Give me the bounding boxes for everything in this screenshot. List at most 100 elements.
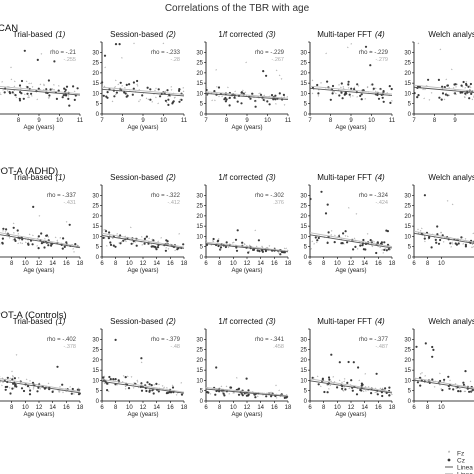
data-point-fz: * <box>59 236 61 241</box>
data-point-cz <box>182 243 185 246</box>
panel-method-number: (4) <box>375 173 385 182</box>
data-point-cz <box>119 242 122 245</box>
data-point-fz: * <box>106 244 108 249</box>
data-point-cz <box>145 235 148 238</box>
data-point-cz <box>57 89 60 92</box>
x-tick-label: 10 <box>160 118 167 124</box>
data-point-cz <box>114 378 117 381</box>
data-point-fz: * <box>226 384 228 389</box>
rho-label: rho = -.229 <box>255 50 285 56</box>
data-point-cz <box>40 242 44 245</box>
data-point-fz: * <box>244 243 246 248</box>
y-tick-label: 5 <box>408 102 412 108</box>
data-point-cz <box>359 94 362 97</box>
data-point-fz: * <box>261 245 263 250</box>
y-tick-label: 20 <box>300 358 307 364</box>
data-point-fz: * <box>440 48 442 53</box>
y-tick-label: 25 <box>404 61 411 67</box>
data-point-fz: * <box>255 99 257 104</box>
data-point-cz <box>338 361 341 364</box>
panel-title-text: Session-based <box>110 30 163 39</box>
scatter-panel: Welch analysis0510152025306810**********… <box>404 317 474 411</box>
panel-title-text: Trial-based <box>13 317 53 326</box>
data-point-fz: * <box>244 242 246 247</box>
regression-line-fz <box>413 84 474 92</box>
data-point-cz <box>178 88 181 91</box>
data-point-cz <box>439 379 442 383</box>
data-point-cz <box>462 80 465 84</box>
data-point-fz: * <box>451 68 453 73</box>
data-point-cz <box>436 233 439 236</box>
y-tick-label: 30 <box>404 50 411 56</box>
data-point-fz: * <box>381 248 383 253</box>
x-tick-label: 14 <box>49 405 56 411</box>
data-point-fz: * <box>137 84 139 89</box>
data-point-cz <box>154 246 157 249</box>
data-point-cz <box>157 88 160 91</box>
data-point-cz <box>460 236 463 239</box>
data-point-fz: * <box>417 227 419 232</box>
data-point-fz: * <box>369 387 371 392</box>
data-point-cz <box>459 390 462 393</box>
scatter-panel: Multi-taper FFT (4) 0 5 10 15 20 25 30 7 8 9 10 11 Age… <box>300 30 395 131</box>
regression-line-fz <box>413 377 474 389</box>
y-tick-label: 15 <box>404 81 411 87</box>
data-point-fz: * <box>156 242 158 247</box>
data-point-fz: * <box>48 96 50 101</box>
data-point-fz: * <box>9 236 11 241</box>
data-point-fz: * <box>331 229 333 234</box>
data-point-cz <box>45 234 49 237</box>
data-point-cz <box>464 92 467 95</box>
data-point-cz <box>164 249 167 252</box>
data-point-cz <box>14 94 17 97</box>
data-point-fz: * <box>33 387 35 392</box>
data-point-fz: * <box>253 96 255 101</box>
data-point-fz: * <box>278 388 280 393</box>
data-point-cz <box>387 248 390 251</box>
data-point-fz: * <box>173 245 175 250</box>
data-point-cz <box>18 99 22 102</box>
data-point-cz <box>106 389 109 392</box>
x-tick-label: 9 <box>349 118 353 124</box>
data-point-fz: * <box>133 386 135 391</box>
data-point-cz <box>68 104 71 107</box>
data-point-fz: * <box>153 92 155 97</box>
data-point-fz: * <box>424 234 426 239</box>
data-point-cz <box>36 390 39 393</box>
data-point-fz: * <box>150 242 152 247</box>
data-point-cz <box>326 391 329 394</box>
data-point-cz <box>427 236 431 240</box>
data-point-cz <box>431 378 434 381</box>
rho-label: rho = -.324 <box>359 193 389 199</box>
data-point-cz <box>431 345 434 349</box>
scatter-panel: Session-based (2) 0 5 10 15 20 25 30 7 8 9 10 11 Age (… <box>92 30 187 131</box>
data-point-cz <box>105 95 108 98</box>
data-point-cz <box>235 249 239 252</box>
x-tick-label: 14 <box>257 405 264 411</box>
data-point-cz <box>55 97 59 100</box>
data-point-fz: * <box>441 237 443 242</box>
data-point-fz: * <box>135 240 137 245</box>
data-point-cz <box>247 393 250 396</box>
scatter-panel: Multi-taper FFT (4) 0 5 10 15 20 25 30 6 8 10 12 14 16… <box>300 317 396 418</box>
data-point-cz <box>106 382 109 385</box>
x-axis-label: Age (years) <box>23 125 54 131</box>
x-axis-label: Age (years) <box>335 125 366 131</box>
data-point-fz: * <box>320 385 322 390</box>
data-point-cz <box>50 244 53 247</box>
data-point-cz <box>348 93 351 96</box>
data-point-fz: * <box>177 391 179 396</box>
data-point-fz: * <box>39 387 41 392</box>
data-point-fz: * <box>0 93 2 98</box>
data-point-fz: * <box>2 229 4 234</box>
x-tick-label: 10 <box>368 118 375 124</box>
x-tick-label: 16 <box>63 261 70 267</box>
data-point-cz <box>152 245 155 248</box>
data-point-fz: * <box>382 386 384 391</box>
y-tick-label: 10 <box>196 234 203 240</box>
data-point-cz <box>215 366 218 369</box>
data-point-fz: * <box>424 234 426 239</box>
x-tick-label: 8 <box>426 405 430 411</box>
data-point-fz: * <box>107 235 109 240</box>
